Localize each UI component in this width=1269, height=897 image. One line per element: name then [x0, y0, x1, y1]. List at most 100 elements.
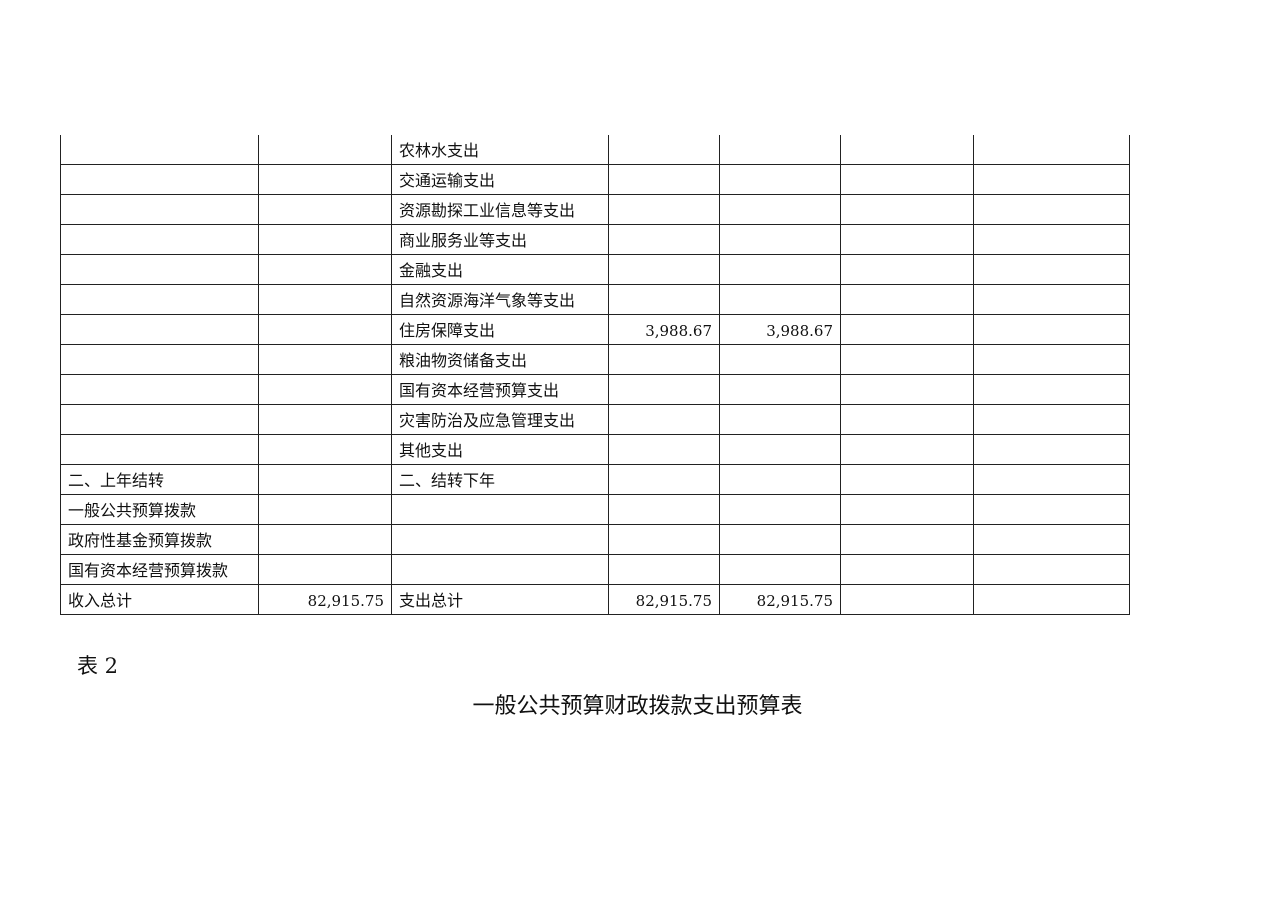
table-cell — [258, 434, 392, 465]
table-cell — [719, 494, 841, 525]
table-cell — [973, 434, 1130, 465]
table-row: 二、上年结转 二、结转下年 — [60, 464, 1130, 495]
table-cell: 其他支出 — [391, 434, 609, 465]
table-cell — [60, 314, 259, 345]
table-row: 交通运输支出 — [60, 164, 1130, 195]
table-cell — [258, 194, 392, 225]
table-cell — [608, 254, 720, 285]
table-cell — [608, 464, 720, 495]
table-row: 自然资源海洋气象等支出 — [60, 284, 1130, 315]
table-cell — [60, 164, 259, 195]
table-cell — [608, 434, 720, 465]
table-cell: 支出总计 — [391, 584, 609, 615]
table-cell: 一般公共预算拨款 — [60, 494, 259, 525]
table-cell — [258, 524, 392, 555]
table-cell — [719, 344, 841, 375]
table-cell — [60, 224, 259, 255]
table-cell — [258, 464, 392, 495]
table-cell: 收入总计 — [60, 584, 259, 615]
table-cell — [840, 524, 974, 555]
table-cell: 3,988.67 — [608, 314, 720, 345]
table-cell: 灾害防治及应急管理支出 — [391, 404, 609, 435]
table-cell: 商业服务业等支出 — [391, 224, 609, 255]
table-cell — [973, 164, 1130, 195]
table-cell — [391, 554, 609, 585]
table-cell — [840, 135, 974, 165]
table-cell — [840, 554, 974, 585]
table-cell — [973, 135, 1130, 165]
table-cell — [973, 524, 1130, 555]
table-cell: 二、结转下年 — [391, 464, 609, 495]
table-row: 其他支出 — [60, 434, 1130, 465]
table-cell — [719, 284, 841, 315]
table-cell — [608, 524, 720, 555]
table-cell — [258, 135, 392, 165]
table-cell — [973, 254, 1130, 285]
table-cell — [60, 434, 259, 465]
table-cell: 资源勘探工业信息等支出 — [391, 194, 609, 225]
table-cell: 二、上年结转 — [60, 464, 259, 495]
table-cell: 政府性基金预算拨款 — [60, 524, 259, 555]
table-cell — [608, 404, 720, 435]
table-row: 农林水支出 — [60, 135, 1130, 165]
table-cell — [719, 224, 841, 255]
table-cell — [973, 314, 1130, 345]
table-cell: 82,915.75 — [608, 584, 720, 615]
table-cell — [608, 554, 720, 585]
table-cell — [60, 254, 259, 285]
table-row: 粮油物资储备支出 — [60, 344, 1130, 375]
table-cell — [60, 374, 259, 405]
table-cell — [840, 314, 974, 345]
table-cell — [258, 404, 392, 435]
table-cell — [973, 584, 1130, 615]
table-row: 一般公共预算拨款 — [60, 494, 1130, 525]
table-cell — [973, 344, 1130, 375]
table-cell — [608, 284, 720, 315]
table-row: 政府性基金预算拨款 — [60, 524, 1130, 555]
table-cell — [258, 374, 392, 405]
table-cell — [258, 314, 392, 345]
table-cell: 国有资本经营预算支出 — [391, 374, 609, 405]
table-cell — [719, 404, 841, 435]
table-cell — [60, 135, 259, 165]
table-cell: 金融支出 — [391, 254, 609, 285]
table-cell — [719, 135, 841, 165]
table-cell — [840, 164, 974, 195]
table-title: 一般公共预算财政拨款支出预算表 — [472, 694, 803, 719]
table-cell — [840, 224, 974, 255]
table-cell — [719, 524, 841, 555]
table-cell — [840, 344, 974, 375]
table-cell — [719, 464, 841, 495]
table-cell — [608, 194, 720, 225]
table-cell — [608, 164, 720, 195]
table-number-label: 表 2 — [77, 654, 119, 678]
table-cell — [60, 194, 259, 225]
table-cell — [719, 254, 841, 285]
table-row: 资源勘探工业信息等支出 — [60, 194, 1130, 225]
table-cell: 3,988.67 — [719, 314, 841, 345]
table-cell — [258, 344, 392, 375]
table-cell — [258, 284, 392, 315]
table-cell — [973, 404, 1130, 435]
table-row: 金融支出 — [60, 254, 1130, 285]
table-cell: 82,915.75 — [258, 584, 392, 615]
table-cell — [973, 224, 1130, 255]
table-cell — [608, 374, 720, 405]
table-cell — [840, 284, 974, 315]
table-cell — [719, 554, 841, 585]
table-cell — [608, 224, 720, 255]
table-cell: 自然资源海洋气象等支出 — [391, 284, 609, 315]
table-cell — [258, 554, 392, 585]
table-cell — [719, 164, 841, 195]
table-cell — [258, 494, 392, 525]
table-cell — [258, 254, 392, 285]
table-cell — [973, 464, 1130, 495]
table-cell — [608, 135, 720, 165]
table-cell — [391, 524, 609, 555]
table-row: 灾害防治及应急管理支出 — [60, 404, 1130, 435]
table-cell — [973, 194, 1130, 225]
table-cell — [840, 494, 974, 525]
table-cell — [973, 284, 1130, 315]
table-cell: 交通运输支出 — [391, 164, 609, 195]
table-cell — [258, 224, 392, 255]
